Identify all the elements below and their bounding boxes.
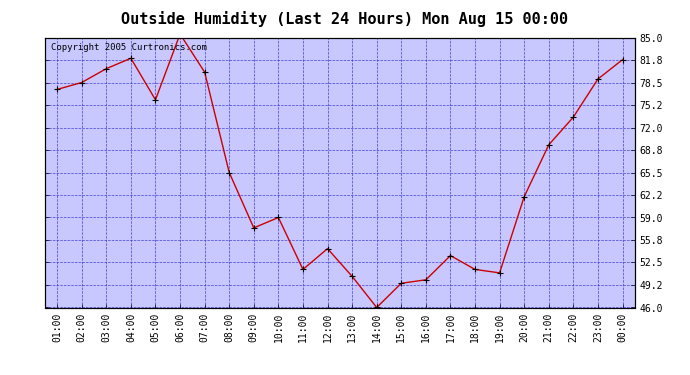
Text: Outside Humidity (Last 24 Hours) Mon Aug 15 00:00: Outside Humidity (Last 24 Hours) Mon Aug… bbox=[121, 11, 569, 27]
Text: Copyright 2005 Curtronics.com: Copyright 2005 Curtronics.com bbox=[51, 43, 206, 52]
